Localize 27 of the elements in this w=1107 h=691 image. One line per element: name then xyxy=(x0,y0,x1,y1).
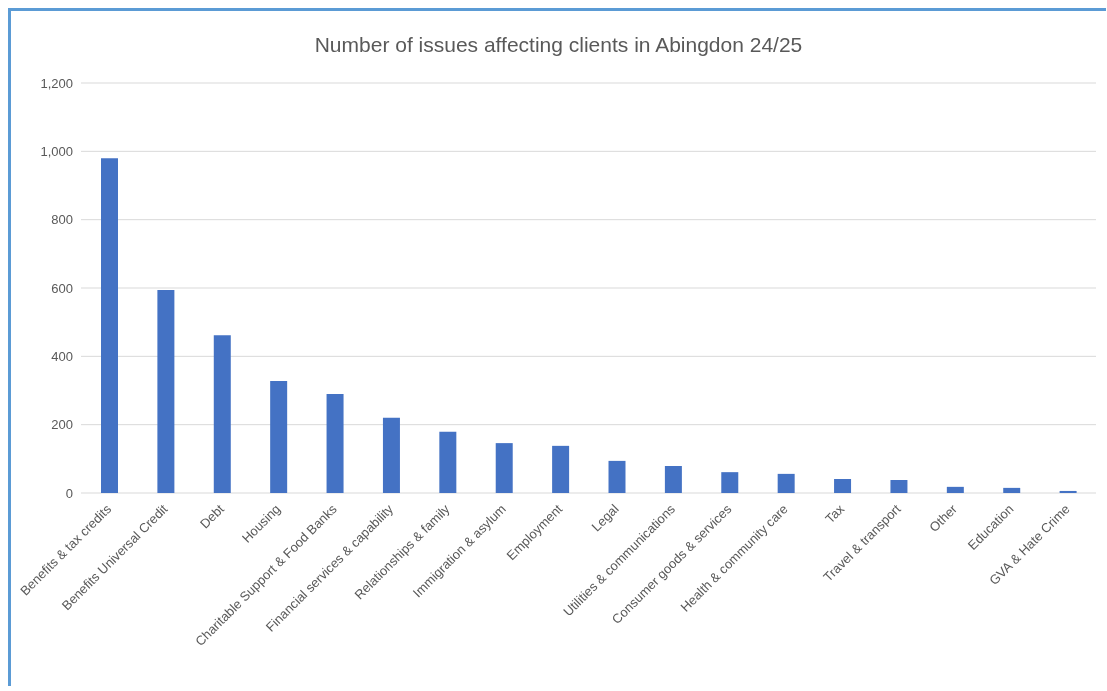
y-tick-label: 1,000 xyxy=(40,143,73,159)
bar xyxy=(157,290,175,493)
bar xyxy=(213,335,231,493)
y-tick-label: 600 xyxy=(51,280,73,296)
bar xyxy=(777,473,795,493)
y-tick-label: 1,200 xyxy=(40,75,73,91)
bar xyxy=(664,466,682,493)
bar xyxy=(834,478,852,493)
bar xyxy=(946,486,964,493)
bar xyxy=(890,480,908,493)
bar xyxy=(101,158,118,493)
y-tick-label: 400 xyxy=(51,348,73,364)
y-tick-label: 200 xyxy=(51,417,73,433)
bar xyxy=(326,393,344,493)
y-tick-label: 800 xyxy=(51,212,73,228)
bar xyxy=(552,445,570,493)
bar xyxy=(439,431,457,493)
chart-title: Number of issues affecting clients in Abingdon 24/25 xyxy=(313,32,804,58)
bar xyxy=(721,472,739,493)
bar xyxy=(382,417,400,493)
bar xyxy=(495,443,513,493)
bar xyxy=(1003,487,1021,493)
bar xyxy=(270,380,288,493)
x-tick-label: Tax xyxy=(822,500,848,527)
y-tick-label: 0 xyxy=(65,485,73,501)
bar xyxy=(1059,490,1077,493)
bar xyxy=(608,460,626,493)
